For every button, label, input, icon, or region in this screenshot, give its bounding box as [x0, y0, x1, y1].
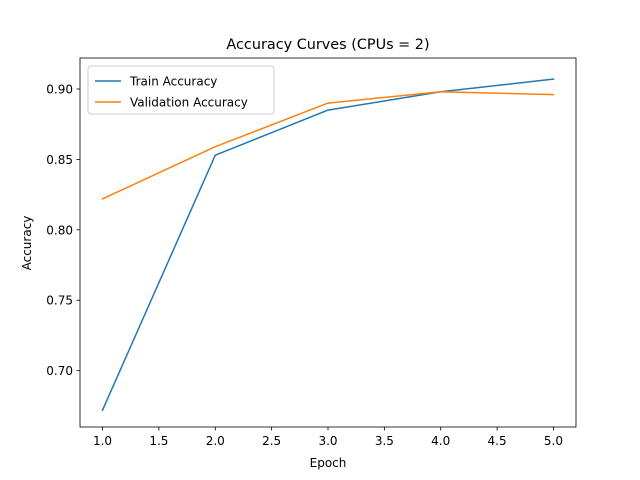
chart-title: Accuracy Curves (CPUs = 2) — [226, 37, 429, 53]
x-axis: 1.0 1.5 2.0 2.5 3.0 3.5 4.0 4.5 5.0 — [93, 427, 563, 448]
y-tick-label: 0.90 — [46, 82, 73, 96]
y-axis-label: Accuracy — [20, 216, 34, 271]
x-tick-label: 3.0 — [318, 434, 337, 448]
legend: Train Accuracy Validation Accuracy — [87, 65, 275, 115]
x-tick-label: 2.0 — [206, 434, 225, 448]
x-tick-label: 4.5 — [488, 434, 507, 448]
y-tick-label: 0.80 — [46, 223, 73, 237]
series-line-1 — [101, 78, 555, 412]
y-tick-label: 0.70 — [46, 364, 73, 378]
y-axis: 0.70 0.75 0.80 0.85 0.90 — [46, 82, 80, 378]
series-line-2 — [101, 91, 555, 200]
x-tick-label: 5.0 — [544, 434, 563, 448]
legend-label-2: Validation Accuracy — [130, 96, 248, 110]
legend-label-1: Train Accuracy — [129, 75, 217, 89]
x-tick-label: 2.5 — [262, 434, 281, 448]
y-tick-label: 0.85 — [46, 153, 73, 167]
x-tick-label: 3.5 — [375, 434, 394, 448]
x-axis-label: Epoch — [310, 456, 347, 470]
x-tick-label: 4.0 — [431, 434, 450, 448]
y-tick-label: 0.75 — [46, 294, 73, 308]
x-tick-label: 1.5 — [149, 434, 168, 448]
legend-box — [87, 65, 275, 115]
x-tick-label: 1.0 — [93, 434, 112, 448]
